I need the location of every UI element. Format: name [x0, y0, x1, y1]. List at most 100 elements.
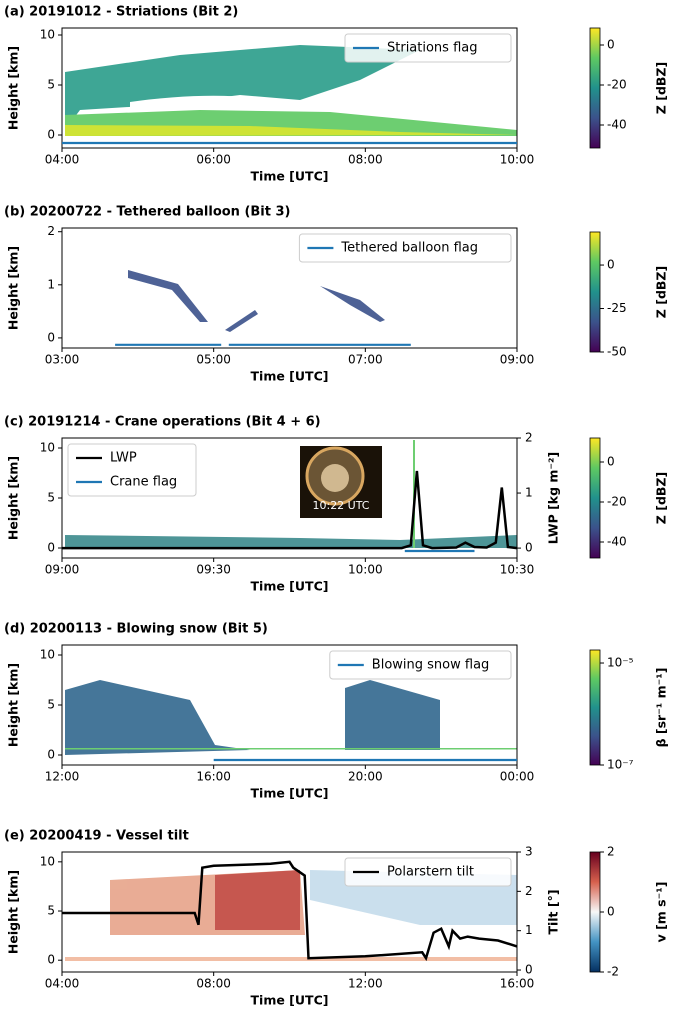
- legend-box: [298, 233, 512, 263]
- y2-tick-label: 0: [525, 963, 533, 977]
- x-tick-label: 07:00: [348, 353, 383, 367]
- x-axis-label: Time [UTC]: [251, 579, 329, 594]
- axes-frame: [61, 27, 518, 149]
- x-tick-label: 09:30: [196, 563, 231, 577]
- colorbar-tick-label: -20: [607, 495, 627, 509]
- x-tick-label: 10:30: [500, 563, 535, 577]
- x-axis-label: Time [UTC]: [251, 993, 329, 1008]
- colorbar-tick-label: -2: [607, 965, 619, 979]
- colorbar: [589, 851, 601, 973]
- x-tick-label: 16:00: [196, 770, 231, 784]
- colorbar-label: β [sr⁻¹ m⁻¹]: [654, 668, 669, 748]
- x-tick-label: 10:00: [500, 153, 535, 167]
- x-tick-label: 16:00: [500, 977, 535, 991]
- colorbar-tick-label: -20: [607, 78, 627, 92]
- x-tick-label: 09:00: [45, 563, 80, 577]
- legend-label: Crane flag: [110, 475, 177, 490]
- colorbar-label: Z [dBZ]: [654, 472, 669, 524]
- colorbar-label: Z [dBZ]: [654, 62, 669, 114]
- x-tick-label: 03:00: [45, 353, 80, 367]
- x-tick-label: 04:00: [45, 977, 80, 991]
- x-tick-label: 20:00: [348, 770, 383, 784]
- colorbar-tick-label: -25: [607, 301, 627, 315]
- y-axis-label: Height [km]: [6, 663, 21, 747]
- y2-tick-label: 1: [525, 486, 533, 500]
- colorbar-tick-label: 0: [607, 258, 615, 272]
- x-tick-label: 10:00: [348, 563, 383, 577]
- y2-tick-label: 0: [525, 541, 533, 555]
- legend-label: Blowing snow flag: [372, 658, 490, 673]
- colorbar-tick-label: 0: [607, 38, 615, 52]
- x-axis-label: Time [UTC]: [251, 369, 329, 384]
- legend-label: Striations flag: [387, 41, 478, 56]
- legend-box: [329, 650, 512, 680]
- axes-frame: [61, 227, 518, 349]
- colorbar-tick-label: 10⁻⁷: [607, 758, 634, 772]
- y-tick-label: 1: [47, 277, 55, 291]
- y-tick-label: 2: [47, 224, 55, 238]
- y-axis-label: Height [km]: [6, 246, 21, 330]
- colorbar: [589, 231, 601, 353]
- y2-tick-label: 1: [525, 923, 533, 937]
- y-tick-label: 10: [40, 28, 55, 42]
- colorbar-label: v [m s⁻¹]: [654, 882, 669, 943]
- colorbar-label: Z [dBZ]: [654, 266, 669, 318]
- y-tick-label: 5: [47, 78, 55, 92]
- inset-photo: [300, 446, 382, 518]
- x-tick-label: 04:00: [45, 153, 80, 167]
- y2-tick-label: 2: [525, 884, 533, 898]
- legend-label: LWP: [110, 451, 137, 466]
- y-tick-label: 5: [47, 491, 55, 505]
- y-tick-label: 0: [47, 128, 55, 142]
- y-tick-label: 10: [40, 441, 55, 455]
- x-tick-label: 05:00: [196, 353, 231, 367]
- legend-label: Polarstern tilt: [387, 865, 474, 880]
- x-axis-label: Time [UTC]: [251, 786, 329, 801]
- y-axis-label: Height [km]: [6, 46, 21, 130]
- y-tick-label: 5: [47, 904, 55, 918]
- y-axis-label: Height [km]: [6, 870, 21, 954]
- y-tick-label: 0: [47, 953, 55, 967]
- series-line: [62, 470, 518, 550]
- legend-label: Tethered balloon flag: [340, 241, 478, 256]
- y2-axis-label: Tilt [°]: [546, 889, 561, 934]
- x-tick-label: 00:00: [500, 770, 535, 784]
- legend-box: [344, 857, 512, 887]
- y2-tick-label: 2: [525, 431, 533, 445]
- colorbar-tick-label: -40: [607, 535, 627, 549]
- y-tick-label: 5: [47, 698, 55, 712]
- panel-title: (a) 20191012 - Striations (Bit 2): [4, 5, 238, 20]
- x-tick-label: 12:00: [45, 770, 80, 784]
- y-tick-label: 0: [47, 748, 55, 762]
- x-tick-label: 08:00: [196, 977, 231, 991]
- legend-box: [344, 33, 512, 63]
- y-tick-label: 10: [40, 854, 55, 868]
- colorbar: [589, 437, 601, 559]
- colorbar: [589, 27, 601, 149]
- panel-title: (b) 20200722 - Tethered balloon (Bit 3): [4, 205, 291, 220]
- x-tick-label: 08:00: [348, 153, 383, 167]
- colorbar-tick-label: 0: [607, 455, 615, 469]
- y-tick-label: 10: [40, 648, 55, 662]
- x-tick-label: 12:00: [348, 977, 383, 991]
- series-line: [62, 860, 518, 962]
- colorbar: [589, 649, 601, 766]
- colorbar-tick-label: 2: [607, 845, 615, 859]
- x-tick-label: 06:00: [196, 153, 231, 167]
- colorbar-tick-label: -40: [607, 118, 627, 132]
- colorbar-tick-label: 0: [607, 905, 615, 919]
- x-axis-label: Time [UTC]: [251, 169, 329, 184]
- y2-axis-label: LWP [kg m⁻²]: [546, 452, 561, 544]
- colorbar-tick-label: 10⁻⁵: [607, 656, 634, 670]
- annotation: 10:22 UTC: [312, 499, 369, 512]
- x-tick-label: 09:00: [500, 353, 535, 367]
- colorbar-tick-label: -50: [607, 345, 627, 359]
- y-tick-label: 0: [47, 541, 55, 555]
- y2-tick-label: 3: [525, 845, 533, 859]
- panel-title: (e) 20200419 - Vessel tilt: [4, 829, 189, 844]
- y-tick-label: 0: [47, 330, 55, 344]
- panel-title: (d) 20200113 - Blowing snow (Bit 5): [4, 622, 268, 637]
- y-axis-label: Height [km]: [6, 456, 21, 540]
- panel-title: (c) 20191214 - Crane operations (Bit 4 +…: [4, 415, 321, 430]
